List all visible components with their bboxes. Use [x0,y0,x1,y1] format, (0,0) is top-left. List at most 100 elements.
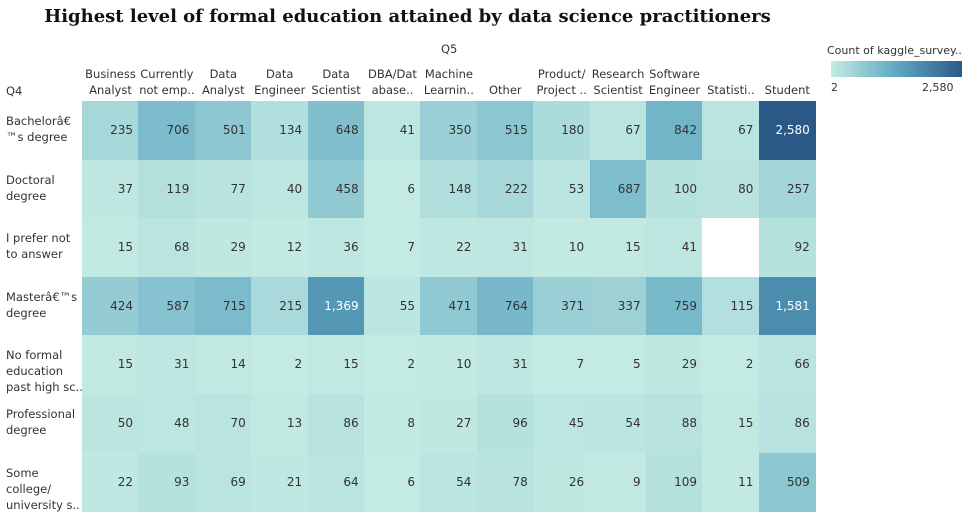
heatmap-cell: 235 [82,101,139,161]
heatmap-cell: 64 [307,452,365,512]
heatmap-cell: 14 [194,335,252,395]
heatmap-cell: 15 [82,218,139,278]
heatmap-cell: 759 [646,276,703,336]
heatmap-cell: 9 [589,452,647,512]
heatmap-cell: 5 [589,335,647,395]
heatmap-cell: 6 [364,159,421,219]
heatmap-cell: 96 [476,394,534,454]
heatmap-cell: 37 [82,159,139,219]
heatmap-cell: 715 [194,276,252,336]
heatmap-cell: 119 [138,159,196,219]
column-header: Data Analyst [201,67,245,97]
heatmap-cell: 15 [307,335,365,395]
heatmap-cell: 648 [307,101,365,161]
row-header: Masterâ€™s degree [6,289,78,320]
heatmap-cell: 337 [589,276,647,336]
heatmap-cell: 22 [420,218,478,278]
heatmap-cell: 50 [82,394,139,454]
heatmap-cell: 115 [702,276,760,336]
heatmap-cell: 222 [476,159,534,219]
heatmap-cell: 100 [646,159,703,219]
heatmap-cell: 13 [251,394,309,454]
heatmap-cell: 687 [589,159,647,219]
heatmap-cell: 257 [758,159,816,219]
heatmap-cell: 27 [420,394,478,454]
column-axis-label: Q5 [441,42,458,56]
heatmap-cell: 180 [533,101,591,161]
heatmap-cell: 55 [364,276,421,336]
heatmap-cell: 350 [420,101,478,161]
column-header: Research Scientist [591,67,645,97]
row-header: I prefer not to answer [6,231,71,262]
heatmap-cell: 10 [420,335,478,395]
heatmap-cell: 70 [194,394,252,454]
column-header: Data Engineer [254,67,306,97]
column-header: Software Engineer [648,67,701,97]
heatmap-cell: 88 [646,394,703,454]
heatmap-cell: 1,369 [307,276,365,336]
row-axis-label: Q4 [6,84,23,98]
heatmap-cell: 29 [646,335,703,395]
heatmap-cell: 15 [82,335,139,395]
heatmap-cell: 587 [138,276,196,336]
heatmap-cell: 48 [138,394,196,454]
column-header: DBA/Dat abase.. [368,67,417,97]
column-header: Business Analyst [85,67,136,97]
row-header: Bachelorâ€ ™s degree [6,114,71,144]
row-header: Doctoral degree [6,172,55,203]
heatmap-cell: 11 [702,452,760,512]
heatmap-cell: 77 [194,159,252,219]
heatmap-cell: 7 [364,218,421,278]
row-header: No formal education past high sc.. [6,348,82,395]
legend-color-bar [831,61,962,77]
heatmap-cell: 41 [646,218,703,278]
heatmap-cell: 68 [138,218,196,278]
chart-title: Highest level of formal education attain… [44,6,771,27]
heatmap-cell: 80 [702,159,760,219]
heatmap-cell: 69 [194,452,252,512]
heatmap-cell: 515 [476,101,534,161]
heatmap-cell: 67 [702,101,760,161]
heatmap-cell: 92 [758,218,816,278]
heatmap-cell: 764 [476,276,534,336]
legend-max-label: 2,580 [922,81,954,94]
heatmap-cell: 458 [307,159,365,219]
heatmap-cell: 10 [533,218,591,278]
heatmap-cell: 842 [646,101,703,161]
heatmap-cell: 15 [589,218,647,278]
heatmap-cell: 509 [758,452,816,512]
heatmap-cell: 12 [251,218,309,278]
heatmap-cell: 54 [420,452,478,512]
heatmap-cell: 2,580 [758,101,816,161]
heatmap-cell: 148 [420,159,478,219]
heatmap-cell: 29 [194,218,252,278]
column-header: Machine Learnin.. [423,67,474,97]
column-header: Other [488,83,522,97]
heatmap-cell: 471 [420,276,478,336]
heatmap-cell: 78 [476,452,534,512]
column-header: Statisti.. [707,83,755,97]
column-header: Data Scientist [311,67,361,97]
heatmap-cell: 2 [251,335,309,395]
legend-min-label: 2 [831,81,838,94]
heatmap-cell: 424 [82,276,139,336]
heatmap-cell: 41 [364,101,421,161]
heatmap-cell: 40 [251,159,309,219]
heatmap-cell: 6 [364,452,421,512]
heatmap-cell: 15 [702,394,760,454]
heatmap-cell: 134 [251,101,309,161]
heatmap-cell: 86 [758,394,816,454]
column-header: Student [764,83,810,97]
row-header: Professional degree [6,407,76,437]
heatmap-cell: 2 [702,335,760,395]
heatmap-cell: 66 [758,335,816,395]
heatmap-cell: 93 [138,452,196,512]
legend-title: Count of kaggle_survey.. [827,44,962,57]
column-header: Product/ Project .. [536,67,587,97]
heatmap-cell: 67 [589,101,647,161]
heatmap-cell [702,218,760,278]
heatmap-cell: 2 [364,335,421,395]
heatmap-cell: 26 [533,452,591,512]
heatmap-cell: 45 [533,394,591,454]
heatmap-cell: 109 [646,452,703,512]
